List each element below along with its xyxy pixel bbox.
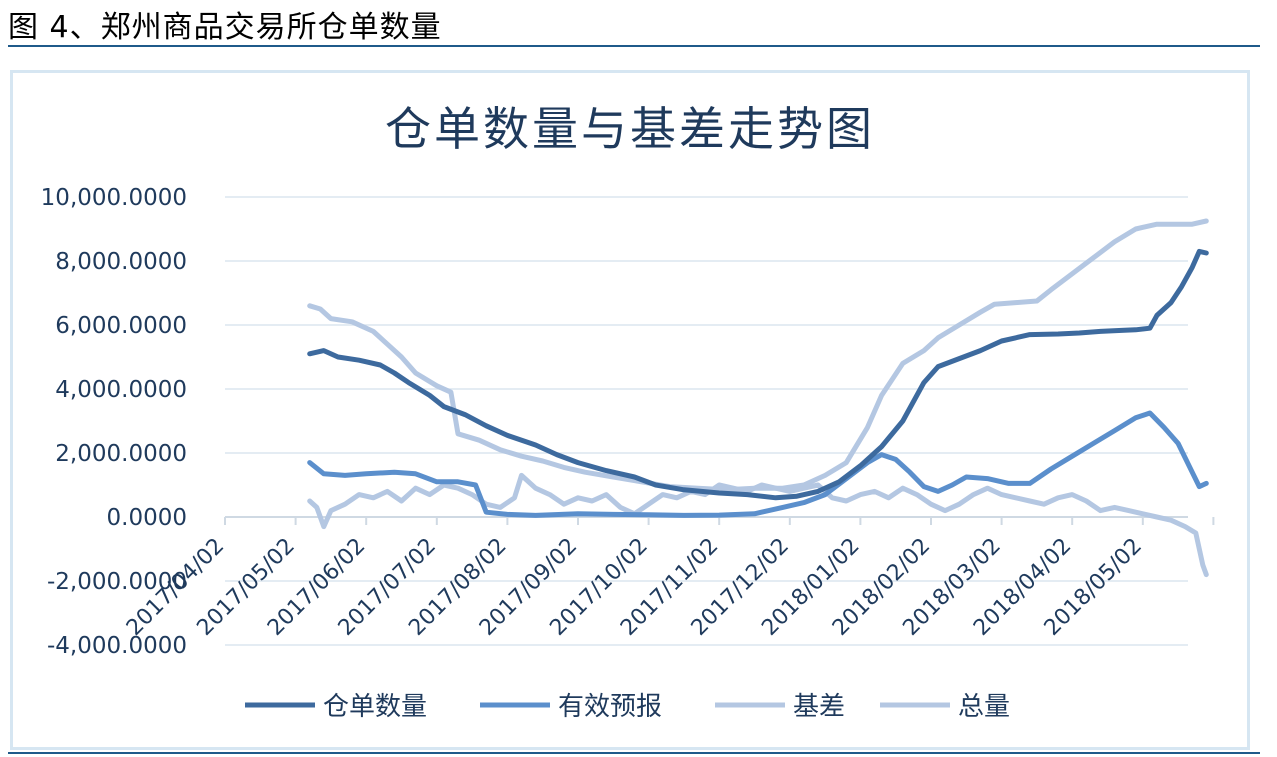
legend-label: 有效预报	[558, 692, 662, 722]
legend-label: 基差	[793, 692, 845, 722]
series-line-1	[307, 410, 1209, 518]
legend-label: 仓单数量	[323, 692, 427, 722]
y-tick-label: 10,000.0000	[41, 185, 187, 211]
legend: 仓单数量 有效预报 基差 总量	[245, 692, 1010, 722]
series-line-0	[307, 248, 1209, 501]
chart-frame	[10, 70, 1250, 750]
y-tick-label: -2,000.0000	[47, 569, 187, 595]
chart-title: 仓单数量与基差走势图	[385, 102, 875, 156]
figure-caption: 图 4、郑州商品交易所仓单数量	[8, 10, 442, 45]
y-tick-label: 0.0000	[107, 505, 187, 531]
series-layer	[307, 218, 1209, 578]
caption-rule	[8, 45, 1260, 47]
series-line-2	[307, 472, 1209, 578]
y-tick-label: 4,000.0000	[55, 377, 187, 403]
y-tick-label: -4,000.0000	[47, 633, 187, 659]
axis-layer: -4,000.0000 -2,000.0000 0.0000 2,000.0000 4,…	[41, 185, 1215, 659]
y-tick-label: 2,000.0000	[55, 441, 187, 467]
y-tick-label: 8,000.0000	[55, 249, 187, 275]
bottom-rule	[8, 752, 1260, 754]
legend-label: 总量	[958, 692, 1010, 722]
y-tick-label: 6,000.0000	[55, 313, 187, 339]
grid-layer	[225, 196, 1188, 646]
